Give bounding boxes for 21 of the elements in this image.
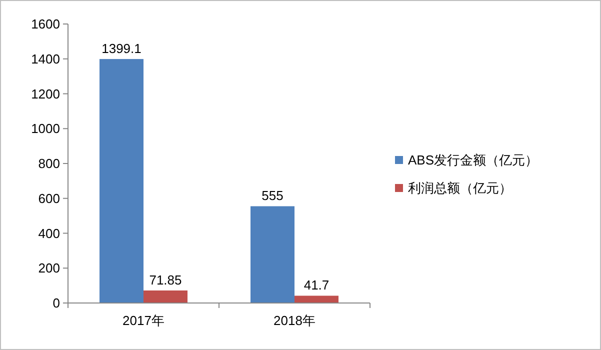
y-tick-label: 0 [52, 296, 60, 311]
bar [250, 206, 294, 303]
y-tick-label: 600 [38, 190, 60, 206]
data-label: 71.85 [149, 272, 182, 288]
y-tick-label: 800 [38, 156, 60, 172]
y-tick-label: 1400 [31, 51, 60, 66]
y-tick-label: 1200 [31, 86, 60, 102]
legend-label: ABS发行金额（亿元） [408, 152, 538, 168]
y-tick-label: 200 [38, 260, 60, 276]
data-label: 41.7 [304, 278, 330, 293]
legend-label: 利润总额（亿元） [408, 180, 512, 196]
data-label: 1399.1 [102, 41, 142, 56]
y-tick-label: 1000 [31, 121, 60, 136]
bar [100, 59, 144, 303]
data-label: 555 [262, 188, 284, 204]
y-tick-label: 1600 [31, 16, 60, 32]
x-tick-label: 2018年 [274, 313, 316, 328]
y-tick-label: 400 [38, 226, 60, 241]
bar [144, 290, 188, 303]
bar [294, 296, 338, 303]
x-tick-label: 2017年 [122, 313, 164, 328]
